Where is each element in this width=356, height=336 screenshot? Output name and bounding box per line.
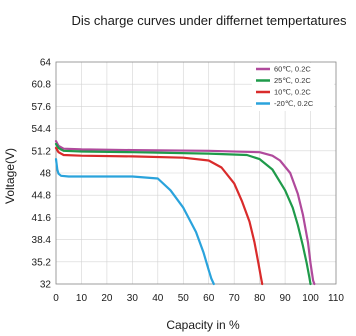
legend-label: -20℃, 0.2C (274, 99, 314, 108)
x-tick-label: 20 (101, 293, 113, 304)
x-tick-label: 90 (280, 293, 292, 304)
x-tick-label: 10 (76, 293, 88, 304)
chart-title: Dis charge curves under differnet temper… (71, 13, 347, 28)
y-tick-label: 44.8 (32, 191, 52, 202)
y-tick-label: 64 (40, 58, 52, 69)
x-tick-label: 60 (203, 293, 215, 304)
x-tick-label: 50 (178, 293, 190, 304)
tick-labels: 0 10 20 30 40 50 60 70 80 90 100 110 32 35.2 38.4 41.6 4… (32, 58, 345, 305)
legend-label: 60℃, 0.2C (274, 65, 311, 74)
y-tick-label: 54.4 (32, 124, 52, 135)
y-tick-label: 51.2 (32, 146, 52, 157)
y-tick-label: 35.2 (32, 257, 52, 268)
x-tick-label: 70 (229, 293, 241, 304)
legend-label: 25℃, 0.2C (274, 76, 311, 85)
x-tick-label: 40 (152, 293, 164, 304)
x-tick-label: 30 (127, 293, 139, 304)
x-axis-title: Capacity in % (166, 318, 240, 332)
y-tick-label: 57.6 (32, 102, 52, 113)
y-tick-label: 41.6 (32, 213, 52, 224)
x-tick-label: 100 (302, 293, 319, 304)
y-tick-label: 48 (40, 169, 52, 180)
series-group (54, 140, 316, 286)
y-tick-label: 32 (40, 280, 52, 291)
y-tick-label: 60.8 (32, 80, 52, 91)
x-tick-label: 110 (328, 293, 344, 304)
y-tick-label: 38.4 (32, 235, 52, 246)
series-line-3 (54, 158, 215, 286)
x-tick-label: 80 (254, 293, 266, 304)
legend-label: 10℃, 0.2C (274, 88, 311, 97)
series-line-2 (54, 146, 264, 286)
plot-frame (55, 61, 337, 285)
series-line-1 (54, 142, 312, 286)
legend: 60℃, 0.2C 25℃, 0.2C 10℃, 0.2C -20℃, 0.2C (252, 63, 334, 111)
series-line-0 (54, 140, 316, 286)
y-axis-title: Voltage(V) (3, 148, 17, 204)
x-tick-label: 0 (53, 293, 59, 304)
